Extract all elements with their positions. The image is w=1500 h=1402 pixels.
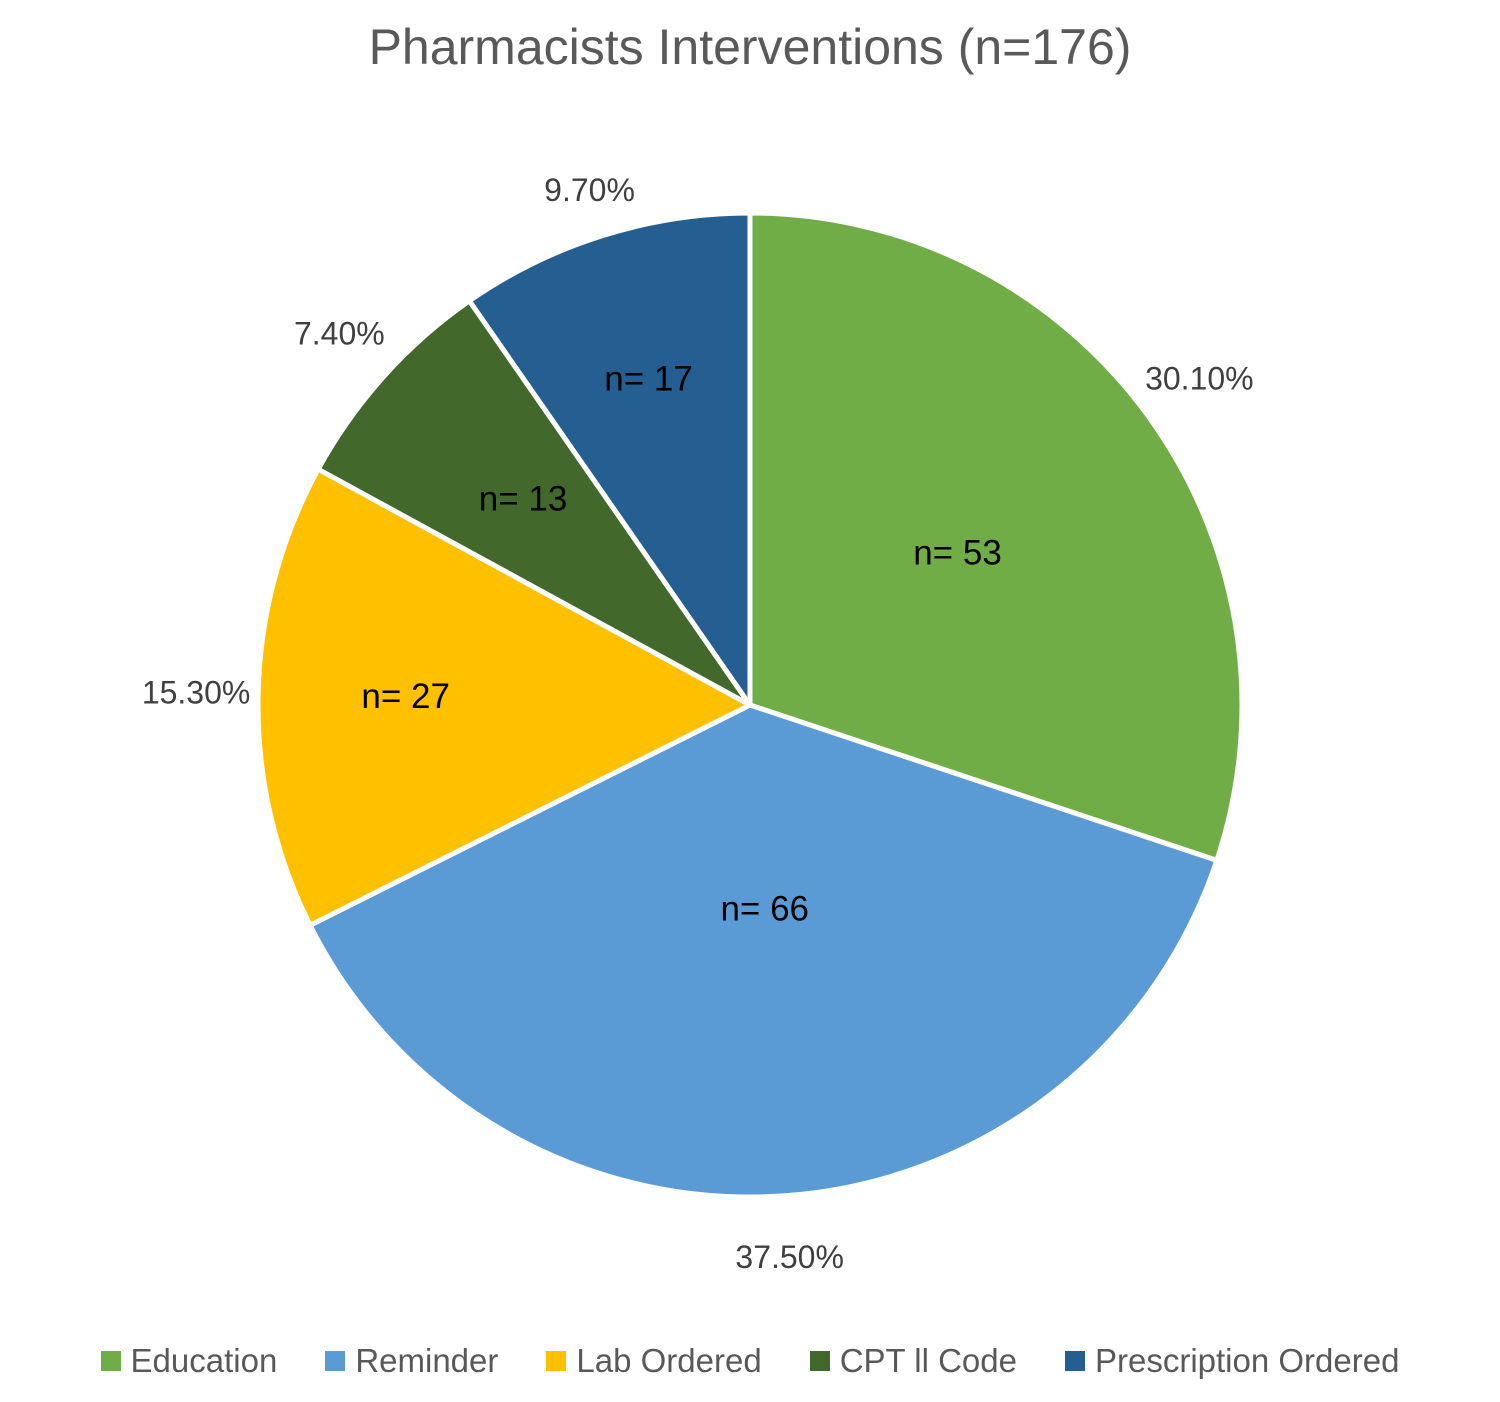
percent-label-education: 30.10% bbox=[1145, 360, 1254, 396]
legend-label-prescription-ordered: Prescription Ordered bbox=[1094, 1342, 1400, 1379]
count-label-prescription-ordered: n= 17 bbox=[604, 359, 693, 398]
pie-slice-reminder[interactable] bbox=[307, 702, 1220, 1200]
chart-title: Pharmacists Interventions (n=176) bbox=[368, 19, 1132, 75]
legend-swatch-lab-ordered bbox=[546, 1351, 567, 1371]
legend-swatch-reminder bbox=[325, 1351, 346, 1371]
legend-item-cpt-code[interactable]: CPT ll Code bbox=[809, 1342, 1017, 1380]
legend-label-lab-ordered: Lab Ordered bbox=[576, 1342, 762, 1379]
count-label-education: n= 53 bbox=[913, 534, 1002, 573]
percent-label-reminder: 37.50% bbox=[735, 1239, 844, 1275]
legend-item-prescription-ordered[interactable]: Prescription Ordered bbox=[1064, 1342, 1400, 1380]
percent-label-cpt-code: 7.40% bbox=[294, 316, 385, 352]
legend-label-education: Education bbox=[130, 1342, 278, 1379]
legend-item-lab-ordered[interactable]: Lab Ordered bbox=[546, 1342, 762, 1380]
legend-label-cpt-code: CPT ll Code bbox=[839, 1342, 1017, 1379]
legend: Education Reminder Lab Ordered CPT ll Co… bbox=[0, 1342, 1500, 1380]
count-label-reminder: n= 66 bbox=[720, 889, 809, 928]
legend-swatch-prescription-ordered bbox=[1064, 1351, 1085, 1371]
pie-slice-cpt-code[interactable] bbox=[315, 298, 753, 708]
count-label-lab-ordered: n= 27 bbox=[361, 677, 450, 716]
pie-slice-education[interactable] bbox=[747, 210, 1245, 863]
legend-swatch-education bbox=[100, 1351, 121, 1371]
legend-label-reminder: Reminder bbox=[355, 1342, 499, 1379]
pie-slice-prescription-ordered[interactable] bbox=[466, 210, 753, 708]
legend-swatch-cpt-code bbox=[809, 1351, 830, 1371]
percent-label-lab-ordered: 15.30% bbox=[142, 675, 251, 711]
legend-item-education[interactable]: Education bbox=[100, 1342, 278, 1380]
pie-slice-lab-ordered[interactable] bbox=[255, 466, 753, 928]
legend-item-reminder[interactable]: Reminder bbox=[325, 1342, 498, 1380]
percent-label-prescription-ordered: 9.70% bbox=[544, 172, 635, 208]
count-label-cpt-code: n= 13 bbox=[479, 479, 568, 518]
